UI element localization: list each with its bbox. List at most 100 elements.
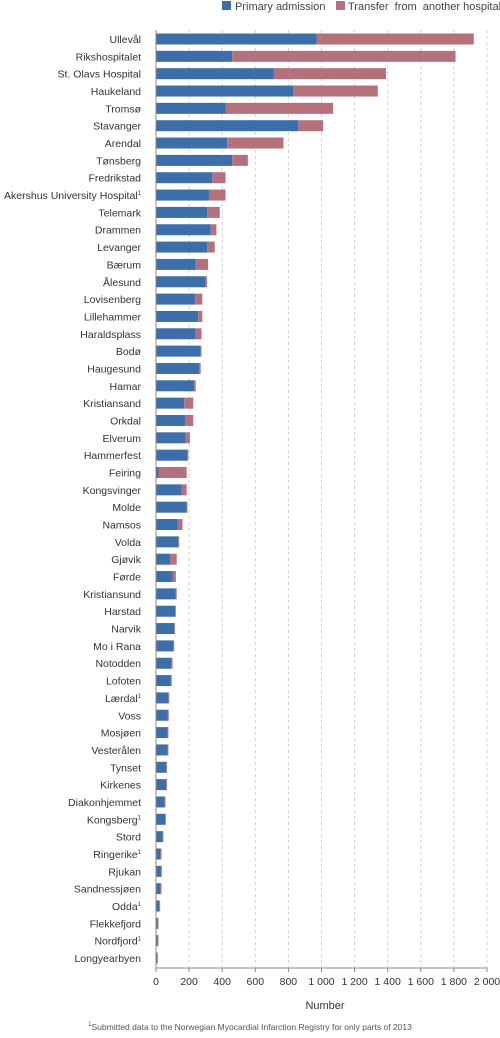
bar-mo-i-rana-primary-admission bbox=[156, 640, 174, 652]
bar-ringerike-primary-admission bbox=[156, 848, 161, 860]
category-label-drammen: Drammen bbox=[95, 225, 141, 237]
category-label-st-olavs-hospital: St. Olavs Hospital bbox=[58, 69, 141, 81]
bar-kongsberg-primary-admission bbox=[156, 813, 166, 825]
bar-tynset-primary-admission bbox=[156, 761, 167, 773]
category-label-mo-i-rana: Mo i Rana bbox=[93, 641, 141, 653]
x-tick-label: 2 000 bbox=[474, 976, 500, 988]
bar-bod-primary-admission bbox=[156, 345, 201, 357]
category-label-longyearbyen: Longyearbyen bbox=[74, 953, 141, 965]
x-tick-label: 1 600 bbox=[408, 976, 434, 988]
bar-kristiansand-transfer bbox=[184, 397, 194, 409]
category-label-odda: Odda1 bbox=[112, 901, 142, 913]
bar-haugesund-primary-admission bbox=[156, 362, 200, 374]
bar-kongsvinger-primary-admission bbox=[156, 484, 182, 496]
bar-kristiansund-primary-admission bbox=[156, 588, 176, 600]
bar-mosj-en-transfer bbox=[167, 727, 169, 739]
bar-f-rde-transfer bbox=[172, 571, 176, 583]
bar-haraldsplass-transfer bbox=[195, 328, 202, 340]
bar-voss-primary-admission bbox=[156, 709, 168, 721]
category-label-diakonhjemmet: Diakonhjemmet bbox=[68, 797, 141, 809]
x-tick-label: 200 bbox=[180, 976, 198, 988]
bar-namsos-primary-admission bbox=[156, 519, 178, 531]
bar-longyearbyen-transfer bbox=[156, 952, 158, 964]
category-label-t-nsberg: Tønsberg bbox=[96, 155, 141, 167]
bar-t-nsberg-primary-admission bbox=[156, 154, 233, 166]
footnote-marker: 1 bbox=[138, 850, 142, 856]
bar-alesund-primary-admission bbox=[156, 276, 206, 288]
category-label-alesund: Ålesund bbox=[103, 276, 141, 289]
category-label-ringerike: Ringerike1 bbox=[93, 849, 141, 861]
category-label-arendal: Arendal bbox=[105, 138, 141, 150]
category-label-stavanger: Stavanger bbox=[93, 121, 141, 133]
category-label-lillehammer: Lillehammer bbox=[84, 311, 142, 323]
bar-sandnessj-en-primary-admission bbox=[156, 883, 161, 895]
bar-bod-transfer bbox=[200, 345, 202, 357]
bar-notodden-primary-admission bbox=[156, 657, 172, 669]
bar-narvik-transfer bbox=[174, 623, 176, 635]
bar-fredrikstad-transfer bbox=[212, 172, 226, 184]
bar-notodden-transfer bbox=[171, 657, 173, 669]
x-tick-label: 1 000 bbox=[308, 976, 334, 988]
category-label-troms: Tromsø bbox=[105, 103, 141, 115]
category-label-haukeland: Haukeland bbox=[91, 86, 141, 98]
footnote-marker: 1 bbox=[138, 191, 142, 197]
bar-akershus-university-hospital-transfer bbox=[208, 189, 226, 201]
category-label-volda: Volda bbox=[115, 537, 141, 549]
bar-feiring-transfer bbox=[158, 467, 187, 478]
bar-elverum-transfer bbox=[185, 432, 190, 444]
category-label-akershus-university-hospital: Akershus University Hospital1 bbox=[4, 190, 142, 202]
bar-gj-vik-transfer bbox=[170, 553, 177, 565]
x-tick-label: 1 200 bbox=[341, 976, 367, 988]
x-tick-label: 400 bbox=[213, 976, 231, 988]
bar-feiring-primary-admission bbox=[156, 467, 159, 478]
category-label-kongsberg: Kongsberg1 bbox=[87, 814, 142, 826]
bar-narvik-primary-admission bbox=[156, 623, 175, 635]
bar-sandnessj-en-transfer bbox=[160, 883, 162, 895]
bar-arendal-primary-admission bbox=[156, 137, 228, 149]
bar-st-olavs-hospital-transfer bbox=[273, 68, 387, 80]
bar-fredrikstad-primary-admission bbox=[156, 172, 213, 184]
bar-drammen-primary-admission bbox=[156, 224, 211, 236]
bar-haukeland-primary-admission bbox=[156, 85, 294, 97]
category-label-vesteralen: Vesterålen bbox=[91, 745, 141, 757]
bar-flekkefjord-primary-admission bbox=[156, 917, 158, 929]
category-label-notodden: Notodden bbox=[95, 658, 141, 670]
category-label-orkdal: Orkdal bbox=[110, 415, 141, 427]
category-label-b-rum: Bærum bbox=[107, 259, 142, 271]
bar-lovisenberg-transfer bbox=[194, 293, 203, 305]
bar-harstad-primary-admission bbox=[156, 605, 176, 617]
bar-telemark-transfer bbox=[207, 206, 220, 218]
bar-lofoten-primary-admission bbox=[156, 675, 171, 687]
bar-rjukan-primary-admission bbox=[156, 865, 161, 877]
category-label-sandnessj-en: Sandnessjøen bbox=[74, 884, 141, 896]
bar-kristiansand-primary-admission bbox=[156, 397, 185, 409]
bar-gj-vik-primary-admission bbox=[156, 553, 171, 565]
bar-elverum-primary-admission bbox=[156, 432, 186, 444]
category-label-nordfjord: Nordfjord1 bbox=[94, 936, 141, 948]
bar-diakonhjemmet-primary-admission bbox=[156, 796, 165, 808]
bar-t-nsberg-transfer bbox=[232, 154, 248, 166]
footnote: 1Submitted data to the Norwegian Myocard… bbox=[0, 1022, 500, 1032]
bar-lovisenberg-primary-admission bbox=[156, 293, 195, 305]
bar-volda-primary-admission bbox=[156, 536, 179, 548]
bar-hamar-transfer bbox=[194, 380, 196, 392]
bar-stord-transfer bbox=[162, 831, 164, 843]
bar-l-rdal-transfer bbox=[168, 692, 170, 704]
bar-flekkefjord-transfer bbox=[157, 917, 159, 929]
category-label-mosj-en: Mosjøen bbox=[101, 728, 141, 740]
footnote-mark: 1 bbox=[88, 1022, 92, 1029]
bar-troms-transfer bbox=[225, 102, 334, 114]
bar-ringerike-transfer bbox=[160, 848, 162, 860]
bar-odda-primary-admission bbox=[156, 900, 160, 912]
bar-arendal-transfer bbox=[227, 137, 284, 149]
bar-alesund-transfer bbox=[205, 276, 207, 288]
bar-nordfjord-primary-admission bbox=[156, 935, 158, 947]
legend: Primary admission Transfer from another … bbox=[222, 1, 500, 13]
bar-stavanger-primary-admission bbox=[156, 120, 299, 132]
category-label-kristiansund: Kristiansund bbox=[83, 589, 141, 601]
category-label-hamar: Hamar bbox=[109, 381, 141, 393]
category-label-namsos: Namsos bbox=[102, 520, 141, 532]
category-label-kirkenes: Kirkenes bbox=[100, 780, 141, 792]
bar-nordfjord-transfer bbox=[157, 935, 159, 947]
